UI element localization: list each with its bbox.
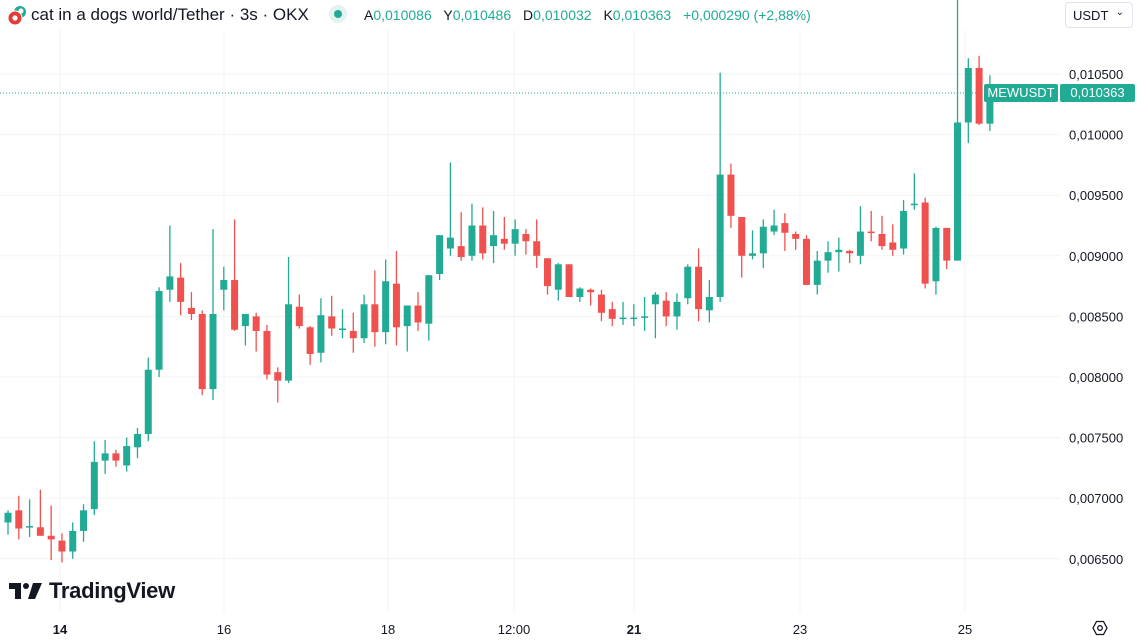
high-label: Y bbox=[443, 7, 453, 23]
open-label: A bbox=[364, 7, 374, 23]
currency-value: USDT bbox=[1073, 8, 1109, 23]
chart-grid bbox=[0, 30, 1060, 612]
time-axis-label: 12:00 bbox=[498, 622, 531, 637]
chevron-down-icon: ⌄ bbox=[1115, 7, 1124, 18]
price-axis-label: 0,009000 bbox=[1069, 249, 1123, 264]
settings-icon[interactable] bbox=[1092, 620, 1108, 636]
symbol-logo-icon bbox=[7, 6, 26, 26]
price-axis-label: 0,010500 bbox=[1069, 67, 1123, 82]
currency-select[interactable]: USDT ⌄ bbox=[1065, 2, 1133, 28]
time-axis-label: 18 bbox=[381, 622, 395, 637]
time-axis-label: 16 bbox=[217, 622, 231, 637]
close-label: K bbox=[603, 7, 613, 23]
tradingview-logo-text: TradingView bbox=[49, 578, 175, 603]
market-status-icon bbox=[329, 5, 347, 23]
low-label: D bbox=[523, 7, 534, 23]
change-value: +0,000290 (+2,88%) bbox=[683, 7, 811, 23]
time-axis-label: 21 bbox=[627, 622, 641, 637]
price-axis[interactable]: 0,010500 0,010000 0,009500 0,009000 0,008500… bbox=[1069, 67, 1123, 567]
price-axis-label: 0,010000 bbox=[1069, 128, 1123, 143]
open-value: 0,010086 bbox=[373, 7, 432, 23]
time-axis-label: 23 bbox=[793, 622, 807, 637]
ohlc-legend: A0,010086 Y0,010486 D0,010032 K0,010363 … bbox=[364, 7, 811, 23]
tradingview-logo[interactable]: TradingView bbox=[9, 578, 175, 604]
tradingview-logo-icon bbox=[9, 583, 42, 599]
low-value: 0,010032 bbox=[533, 7, 592, 23]
price-axis-label: 0,008000 bbox=[1069, 370, 1123, 385]
price-axis-label: 0,007500 bbox=[1069, 431, 1123, 446]
candles bbox=[4, 0, 994, 563]
chart-header: cat in a dogs world/Tether · 3s · OKX A0… bbox=[0, 0, 1140, 30]
symbol-price-tag: MEWUSDT bbox=[984, 84, 1058, 102]
symbol-title[interactable]: cat in a dogs world/Tether · 3s · OKX bbox=[31, 5, 309, 24]
time-axis[interactable]: 14 16 18 12:00 21 23 25 bbox=[53, 622, 972, 637]
high-value: 0,010486 bbox=[452, 7, 512, 23]
price-axis-label: 0,007000 bbox=[1069, 491, 1123, 506]
time-axis-label: 25 bbox=[958, 622, 972, 637]
time-axis-label: 14 bbox=[53, 622, 68, 637]
status-dot bbox=[334, 10, 342, 18]
close-value: 0,010363 bbox=[612, 7, 672, 23]
last-price-tag: 0,010363 bbox=[1060, 84, 1135, 102]
price-axis-label: 0,006500 bbox=[1069, 552, 1123, 567]
price-axis-label: 0,009500 bbox=[1069, 188, 1123, 203]
price-axis-label: 0,008500 bbox=[1069, 309, 1123, 324]
